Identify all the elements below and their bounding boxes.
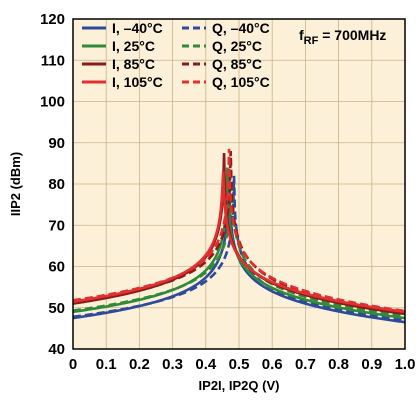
x-tick-label: 0.3 bbox=[162, 356, 183, 373]
y-tick-label: 110 bbox=[41, 52, 65, 69]
x-tick-label: 0.1 bbox=[96, 356, 117, 373]
legend-label: I, 105°C bbox=[112, 74, 163, 90]
y-tick-label: 120 bbox=[40, 11, 65, 28]
y-axis-title: IIP2 (dBm) bbox=[8, 152, 23, 216]
legend-label: Q, 85°C bbox=[212, 56, 262, 72]
x-tick-labels: 0 0.1 0.2 0.3 0.4 0.5 0.6 0.7 0.8 0.9 1.0 bbox=[69, 356, 416, 373]
x-tick-label: 0.8 bbox=[328, 356, 349, 373]
x-tick-label: 1.0 bbox=[395, 356, 416, 373]
x-tick-label: 0.9 bbox=[361, 356, 382, 373]
y-tick-label: 50 bbox=[48, 300, 65, 317]
y-tick-label: 60 bbox=[48, 259, 65, 276]
x-tick-label: 0.5 bbox=[229, 356, 250, 373]
y-tick-label: 40 bbox=[48, 341, 65, 358]
legend-label: Q, –40°C bbox=[212, 20, 270, 36]
y-tick-label: 70 bbox=[48, 217, 65, 234]
x-tick-label: 0.2 bbox=[129, 356, 150, 373]
annotation-f: f bbox=[299, 27, 304, 43]
frequency-annotation: fRF = 700MHz bbox=[299, 27, 386, 47]
y-tick-label: 100 bbox=[40, 94, 65, 111]
series-layer bbox=[72, 148, 406, 324]
series-line bbox=[72, 175, 406, 322]
legend-label: I, 25°C bbox=[112, 38, 155, 54]
x-tick-label: 0.6 bbox=[262, 356, 283, 373]
legend-label: I, 85°C bbox=[112, 56, 155, 72]
annotation-rest: = 700MHz bbox=[318, 27, 386, 43]
y-tick-label: 80 bbox=[48, 176, 65, 193]
y-tick-labels: 40 50 60 70 80 90 100 110 120 bbox=[40, 11, 65, 358]
x-tick-label: 0.4 bbox=[195, 356, 217, 373]
x-tick-label: 0 bbox=[69, 356, 77, 373]
x-tick-label: 0.7 bbox=[295, 356, 316, 373]
series-line bbox=[72, 148, 406, 313]
legend: I, –40°C Q, –40°C I, 25°C Q, 25°C I, 85°C Q, … bbox=[82, 20, 270, 90]
legend-label: I, –40°C bbox=[112, 20, 163, 36]
plot-frame bbox=[72, 18, 406, 350]
legend-label: Q, 105°C bbox=[212, 74, 270, 90]
y-tick-label: 90 bbox=[48, 135, 65, 152]
annotation-sub: RF bbox=[304, 35, 319, 47]
x-axis-title: IP2I, IP2Q (V) bbox=[199, 378, 280, 393]
legend-label: Q, 25°C bbox=[212, 38, 262, 54]
